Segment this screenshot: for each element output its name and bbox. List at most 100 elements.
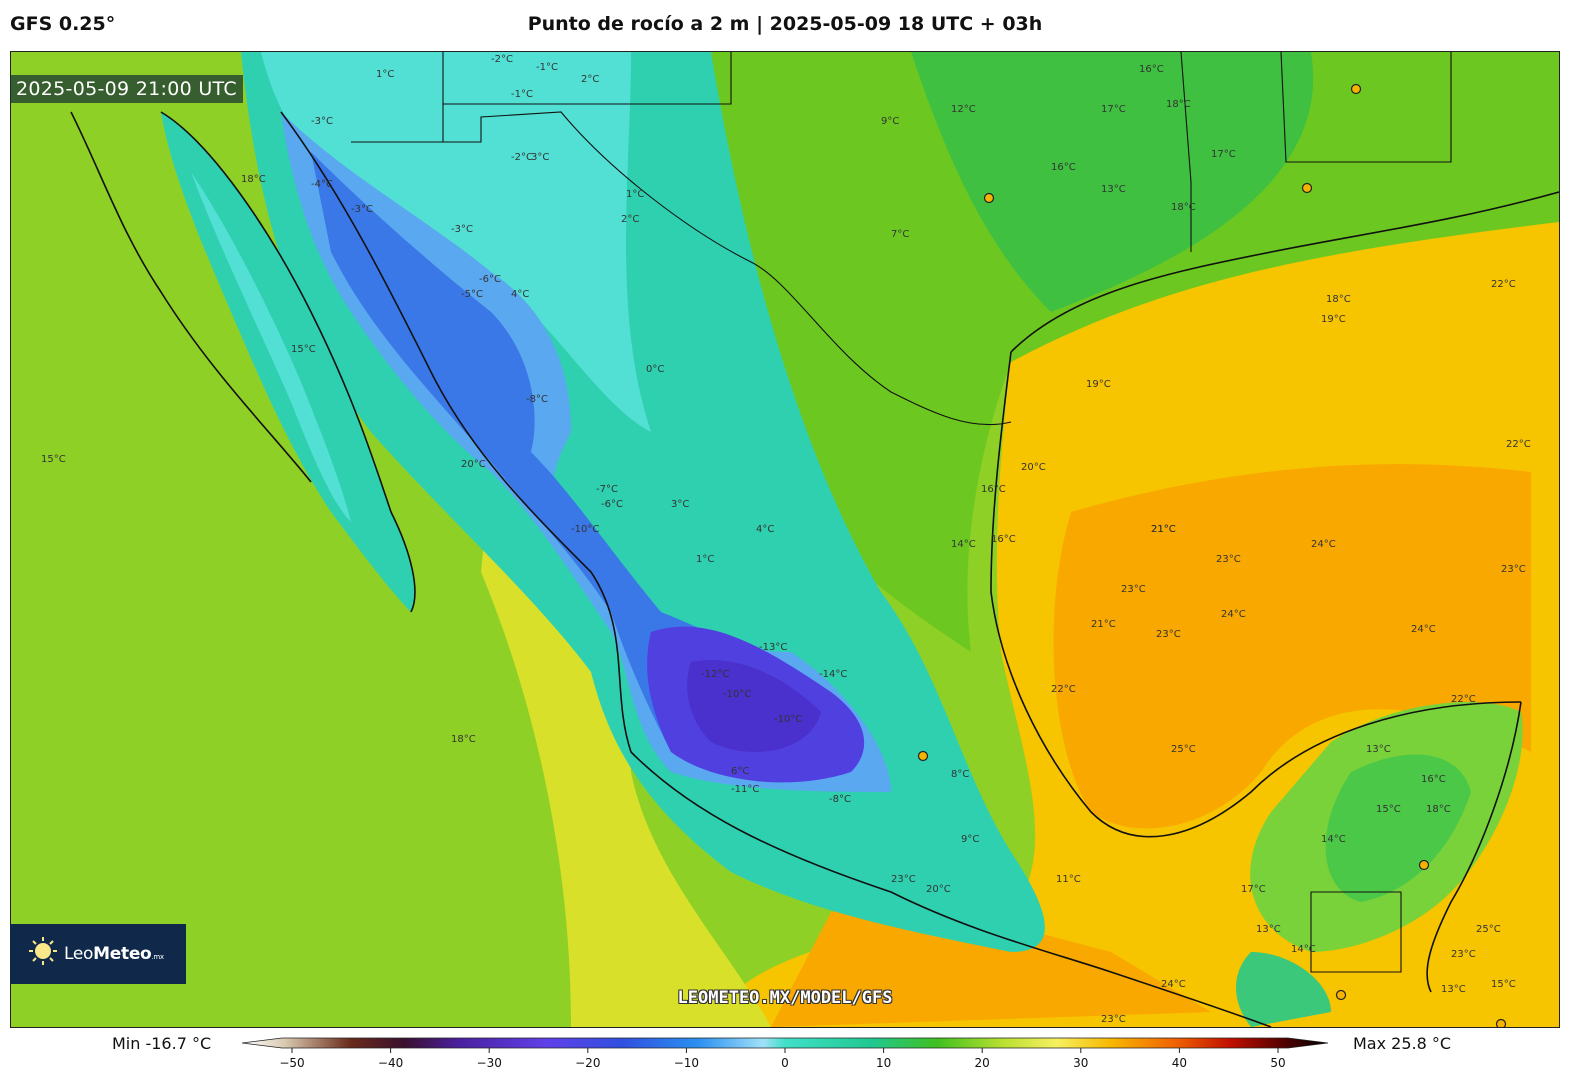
contour-label: 2°C — [621, 214, 639, 225]
contour-label: 1°C — [696, 554, 714, 565]
contour-label: 14°C — [1321, 834, 1346, 845]
contour-label: 23°C — [1156, 629, 1181, 640]
contour-label: -8°C — [829, 794, 851, 805]
contour-label: 17°C — [1211, 149, 1236, 160]
contour-label: 0°C — [646, 364, 664, 375]
contour-label: 23°C — [1451, 949, 1476, 960]
contour-label: -1°C — [536, 62, 558, 73]
colorbar-tick-label: 0 — [781, 1056, 789, 1070]
contour-label: 18°C — [1166, 99, 1191, 110]
contour-label: 24°C — [1411, 624, 1436, 635]
contour-label: 4°C — [756, 524, 774, 535]
contour-label: -10°C — [571, 524, 599, 535]
contour-label: 7°C — [891, 229, 909, 240]
contour-label: 23°C — [1216, 554, 1241, 565]
contour-label: 9°C — [961, 834, 979, 845]
model-name: GFS 0.25° — [10, 13, 116, 35]
contour-label: 21°C — [1091, 619, 1116, 630]
contour-label: 16°C — [1051, 162, 1076, 173]
colorbar: −50 −40 −30 −20 −10 0 10 20 30 40 50 — [241, 1036, 1329, 1076]
contour-label: 4°C — [511, 289, 529, 300]
contour-label: -6°C — [479, 274, 501, 285]
contour-label: 18°C — [451, 734, 476, 745]
contour-label: 11°C — [1056, 874, 1081, 885]
contour-label: 23°C — [1101, 1014, 1126, 1025]
contour-label: 21°C — [1151, 524, 1176, 535]
city-marker — [1495, 1018, 1507, 1027]
valid-time-badge: 2025-05-09 21:00 UTC — [10, 75, 243, 103]
contour-label: 23°C — [1501, 564, 1526, 575]
contour-label: 24°C — [1161, 979, 1186, 990]
contour-label: 12°C — [951, 104, 976, 115]
contour-label: 3°C — [531, 152, 549, 163]
contour-label: -5°C — [461, 289, 483, 300]
logo-text: LeoMeteo.mx — [64, 944, 164, 964]
colorbar-tick-label: 10 — [876, 1056, 891, 1070]
contour-label: -13°C — [759, 642, 787, 653]
colorbar-max-label: Max 25.8 °C — [1353, 1034, 1452, 1053]
city-marker — [1418, 859, 1430, 871]
contour-label: 13°C — [1101, 184, 1126, 195]
contour-label: 9°C — [881, 116, 899, 127]
colorbar-tick-label: 50 — [1270, 1056, 1285, 1070]
sun-icon — [29, 937, 57, 965]
contour-label: 16°C — [1139, 64, 1164, 75]
contour-label: 20°C — [926, 884, 951, 895]
contour-label: 13°C — [1366, 744, 1391, 755]
contour-label: -3°C — [311, 116, 333, 127]
contour-label: -10°C — [774, 714, 802, 725]
contour-label: 20°C — [461, 459, 486, 470]
contour-label: 25°C — [1171, 744, 1196, 755]
contour-label: 20°C — [1021, 462, 1046, 473]
colorbar-tick-label: −10 — [674, 1056, 699, 1070]
contour-label: 18°C — [241, 174, 266, 185]
leometeo-logo[interactable]: LeoMeteo.mx — [10, 924, 186, 984]
contour-label: 1°C — [376, 69, 394, 80]
contour-label: 19°C — [1086, 379, 1111, 390]
contour-label: 24°C — [1221, 609, 1246, 620]
contour-label: 13°C — [1256, 924, 1281, 935]
contour-label: 1°C — [626, 189, 644, 200]
contour-label: 22°C — [1506, 439, 1531, 450]
contour-label: -4°C — [311, 179, 333, 190]
contour-label: 15°C — [41, 454, 66, 465]
contour-label: 6°C — [731, 766, 749, 777]
colorbar-tick-label: 40 — [1172, 1056, 1187, 1070]
contour-label: 13°C — [1441, 984, 1466, 995]
contour-label: 14°C — [951, 539, 976, 550]
contour-label: 17°C — [1241, 884, 1266, 895]
contour-label: 24°C — [1311, 539, 1336, 550]
contour-label: -2°C — [491, 54, 513, 65]
contour-label: -10°C — [723, 689, 751, 700]
contour-label: 18°C — [1171, 202, 1196, 213]
contour-label: -14°C — [819, 669, 847, 680]
contour-label: 19°C — [1321, 314, 1346, 325]
contour-label: -8°C — [526, 394, 548, 405]
city-marker — [1350, 83, 1362, 95]
contour-label: -11°C — [731, 784, 759, 795]
colorbar-tick-label: −40 — [378, 1056, 403, 1070]
colorbar-min-label: Min -16.7 °C — [112, 1034, 212, 1053]
contour-label: -12°C — [701, 669, 729, 680]
colorbar-tick-label: 30 — [1073, 1056, 1088, 1070]
contour-label: 21°C — [1151, 524, 1176, 535]
city-marker — [1301, 182, 1313, 194]
colorbar-tick-label: −20 — [575, 1056, 600, 1070]
contour-label: 2°C — [581, 74, 599, 85]
contour-label: 15°C — [1491, 979, 1516, 990]
contour-label: 25°C — [1476, 924, 1501, 935]
site-watermark: LEOMETEO.MX/MODEL/GFS — [677, 988, 893, 1008]
contour-label: 8°C — [951, 769, 969, 780]
contour-label: 16°C — [1421, 774, 1446, 785]
contour-label: 15°C — [291, 344, 316, 355]
city-marker — [917, 750, 929, 762]
city-marker — [1335, 989, 1347, 1001]
contour-label: -7°C — [596, 484, 618, 495]
colorbar-tick-label: −30 — [477, 1056, 502, 1070]
contour-label: -2°C — [511, 152, 533, 163]
contour-label: 22°C — [1491, 279, 1516, 290]
dewpoint-map[interactable]: -2°C -1°C 1°C -1°C 2°C -3°C 3°C -2°C -4°C -3°C 1°C… — [10, 51, 1560, 1028]
contour-label: -1°C — [511, 89, 533, 100]
contour-label: 23°C — [891, 874, 916, 885]
contour-label: 15°C — [1376, 804, 1401, 815]
